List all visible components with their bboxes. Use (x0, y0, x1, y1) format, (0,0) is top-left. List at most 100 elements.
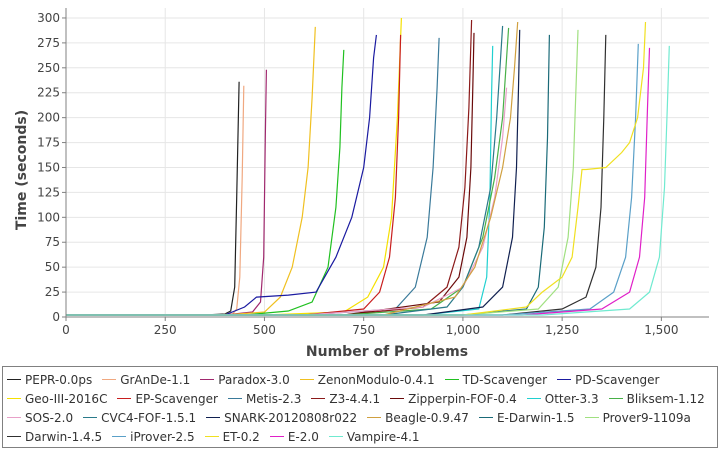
legend-item: Bliksem-1.12 (608, 392, 705, 406)
series-line-zenonmodulo-0-4-1 (66, 26, 316, 316)
legend-label: ET-0.2 (222, 429, 260, 444)
legend-swatch (328, 435, 343, 438)
y-tick-label: 100 (37, 210, 60, 224)
y-tick-label: 25 (45, 285, 60, 299)
legend-label: Beagle-0.9.47 (385, 410, 469, 425)
legend-label: Z3-4.4.1 (329, 391, 381, 406)
x-tick-label: 1,250 (545, 323, 579, 337)
legend-item: ZenonModulo-0.4.1 (299, 372, 435, 387)
legend-swatch (102, 378, 117, 381)
legend-item: Z3-4.4.1 (311, 392, 380, 406)
series-line-bliksem-1-12 (66, 27, 510, 316)
legend-swatch (478, 416, 493, 419)
legend-item: Prover9-1109a (584, 410, 691, 425)
y-tick-label: 200 (37, 111, 60, 125)
legend-row: Darwin-1.4.5 iProver-2.5 ET-0.2 E-2.0 Vampir… (7, 427, 717, 446)
legend-item: SNARK-20120808r022 (206, 411, 357, 425)
legend-item: GrAnDe-1.1 (102, 373, 190, 387)
legend-label: Zipperpin-FOF-0.4 (408, 391, 517, 406)
legend-item: Darwin-1.4.5 (7, 430, 102, 444)
legend-label: PD-Scavenger (575, 372, 660, 387)
series-lines (66, 17, 670, 316)
legend-label: TD-Scavenger (462, 372, 548, 387)
legend-row: Geo-III-2016C EP-Scavenger Metis-2.3 Z3-4.4… (7, 389, 717, 408)
legend-swatch (7, 397, 21, 400)
legend-row: SOS-2.0 CVC4-FOF-1.5.1 SNARK-20120808r022 B… (7, 408, 717, 427)
series-line-vampire-4-1 (66, 45, 670, 316)
series-line-pd-scavenger (66, 34, 377, 316)
legend-row: PEPR-0.0ps GrAnDe-1.1 Paradox-3.0 ZenonModu… (7, 370, 717, 389)
legend-label: Prover9-1109a (602, 410, 691, 425)
x-tick-label: 0 (62, 323, 70, 337)
legend-swatch (7, 416, 21, 419)
y-tick-label: 0 (52, 310, 60, 324)
legend-swatch (526, 397, 541, 400)
legend-item: SOS-2.0 (7, 411, 73, 425)
legend-swatch (390, 397, 405, 400)
legend-item: Metis-2.3 (227, 392, 301, 406)
x-tick-label: 1,000 (446, 323, 480, 337)
legend-item: EP-Scavenger (117, 391, 218, 406)
series-line-sos-2-0 (66, 87, 508, 316)
legend-item: CVC4-FOF-1.5.1 (83, 411, 196, 425)
x-tick-label: 500 (253, 323, 276, 337)
y-tick-label: 125 (37, 185, 60, 199)
legend-item: Geo-III-2016C (7, 392, 107, 406)
y-ticks: 0 25 50 75 100 125 150 175 200 225 250 275 300 (37, 11, 66, 324)
legend-label: SNARK-20120808r022 (224, 410, 358, 425)
legend-item: ET-0.2 (204, 429, 260, 444)
y-axis-label: Time (seconds) (14, 110, 30, 230)
legend: PEPR-0.0ps GrAnDe-1.1 Paradox-3.0 ZenonModu… (2, 366, 718, 448)
series-line-zipperpin-fof-0-4 (66, 32, 475, 316)
series-line-et-0-2 (66, 21, 647, 316)
legend-swatch (608, 397, 623, 400)
legend-item: TD-Scavenger (444, 372, 548, 387)
legend-label: Otter-3.3 (544, 391, 599, 406)
y-tick-label: 150 (37, 160, 60, 174)
legend-swatch (299, 378, 314, 381)
legend-label: SOS-2.0 (25, 410, 74, 425)
y-tick-label: 75 (45, 235, 60, 249)
axes (65, 8, 709, 318)
legend-swatch (112, 435, 127, 438)
legend-label: Vampire-4.1 (346, 429, 420, 444)
series-line-beagle-0-9-47 (66, 21, 519, 316)
y-tick-label: 250 (37, 61, 60, 75)
x-tick-label: 250 (154, 323, 177, 337)
x-tick-label: 1,500 (644, 323, 678, 337)
legend-label: Darwin-1.4.5 (25, 429, 103, 444)
legend-label: ZenonModulo-0.4.1 (317, 372, 435, 387)
legend-label: EP-Scavenger (135, 391, 218, 406)
series-line-e-2-0 (66, 47, 651, 316)
series-line-iprover-2-5 (66, 43, 639, 316)
legend-item: E-Darwin-1.5 (478, 410, 575, 425)
legend-label: E-Darwin-1.5 (496, 410, 575, 425)
series-line-snark-20120808r022 (66, 29, 521, 316)
y-tick-label: 175 (37, 136, 60, 150)
legend-label: CVC4-FOF-1.5.1 (101, 410, 197, 425)
legend-item: Zipperpin-FOF-0.4 (390, 392, 517, 406)
legend-label: PEPR-0.0ps (25, 372, 93, 387)
y-tick-label: 275 (37, 36, 60, 50)
legend-swatch (117, 397, 132, 400)
legend-item: Otter-3.3 (526, 391, 599, 406)
legend-swatch (227, 397, 242, 400)
legend-swatch (206, 416, 221, 419)
legend-swatch (269, 435, 284, 438)
legend-item: iProver-2.5 (112, 430, 195, 444)
legend-swatch (311, 397, 326, 400)
legend-swatch (200, 378, 215, 381)
legend-swatch (83, 416, 98, 419)
legend-item: PD-Scavenger (557, 372, 660, 387)
plot-background (66, 8, 709, 317)
y-tick-label: 50 (45, 260, 60, 274)
legend-swatch (7, 378, 21, 381)
legend-label: E-2.0 (287, 429, 319, 444)
legend-item: Vampire-4.1 (328, 429, 420, 444)
legend-swatch (584, 416, 599, 419)
legend-swatch (444, 378, 459, 381)
legend-item: Beagle-0.9.47 (367, 411, 469, 425)
legend-swatch (204, 435, 219, 438)
legend-swatch (7, 435, 21, 438)
y-tick-label: 225 (37, 86, 60, 100)
